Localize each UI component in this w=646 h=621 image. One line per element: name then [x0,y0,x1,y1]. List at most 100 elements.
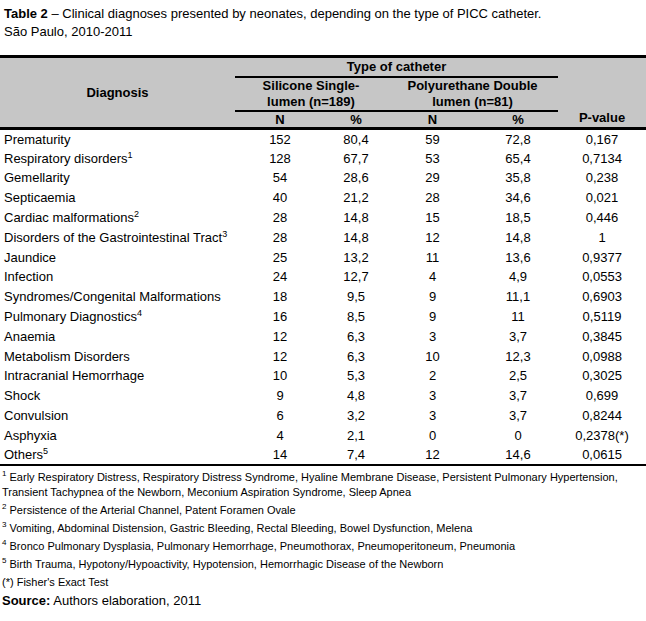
n-silicone-cell: 9 [235,386,325,406]
pct-silicone-cell: 4,8 [325,386,387,406]
n-polyurethane-cell: 3 [387,406,478,426]
n-polyurethane-cell: 12 [387,445,478,465]
n-silicone-cell: 4 [235,425,325,445]
p-value-cell: 0,0615 [558,445,646,465]
diagnosis-cell: Septicaemia [0,188,235,208]
table-row: Metabolism Disorders126,31012,30,0988 [0,346,646,366]
pct-silicone-cell: 14,8 [325,208,387,228]
table-row: Convulsion63,233,70,8244 [0,406,646,426]
n-silicone-cell: 24 [235,267,325,287]
p-value-cell: 0,9377 [558,247,646,267]
footnote: 4 Bronco Pulmonary Dysplasia, Pulmonary … [2,539,642,554]
n-polyurethane-cell: 28 [387,188,478,208]
p-value-cell: 0,699 [558,386,646,406]
table-row: Disorders of the Gastrointestinal Tract3… [0,227,646,247]
diagnosis-cell: Syndromes/Congenital Malformations [0,287,235,307]
diagnosis-cell: Jaundice [0,247,235,267]
pct-polyurethane-cell: 13,6 [478,247,558,267]
silicone-group-line1: Silicone Single- [235,78,387,94]
diagnosis-cell: Disorders of the Gastrointestinal Tract3 [0,227,235,247]
col-header-polyurethane-group: Polyurethane Double lumen (n=81) [387,77,558,111]
polyurethane-group-line1: Polyurethane Double [387,78,558,94]
pct-polyurethane-cell: 65,4 [478,148,558,168]
pct-silicone-cell: 80,4 [325,129,387,149]
n-polyurethane-cell: 0 [387,425,478,445]
table-row: Septicaemia4021,22834,60,021 [0,188,646,208]
diagnosis-cell: Intracranial Hemorrhage [0,366,235,386]
table-row: Asphyxia42,1000,2378(*) [0,425,646,445]
n-polyurethane-cell: 9 [387,287,478,307]
n-silicone-cell: 16 [235,307,325,327]
footnote: 1 Early Respiratory Distress, Respirator… [2,470,642,500]
n-polyurethane-cell: 3 [387,326,478,346]
pct-polyurethane-cell: 14,8 [478,227,558,247]
pct-silicone-cell: 6,3 [325,326,387,346]
footnote: 3 Vomiting, Abdominal Distension, Gastri… [2,521,642,536]
p-value-cell: 0,7134 [558,148,646,168]
diagnosis-cell: Convulsion [0,406,235,426]
source-text: Authors elaboration, 2011 [53,593,201,608]
pct-silicone-cell: 3,2 [325,406,387,426]
table-caption-line2: São Paulo, 2010-2011 [4,23,642,41]
pct-silicone-cell: 21,2 [325,188,387,208]
p-value-cell: 0,021 [558,188,646,208]
n-silicone-cell: 14 [235,445,325,465]
pct-polyurethane-cell: 11,1 [478,287,558,307]
n-silicone-cell: 28 [235,227,325,247]
table-row: Cardiac malformations22814,81518,50,446 [0,208,646,228]
diagnosis-cell: Cardiac malformations2 [0,208,235,228]
p-value-cell: 0,238 [558,168,646,188]
n-polyurethane-cell: 10 [387,346,478,366]
table-row: Pulmonary Diagnostics4168,59110,5119 [0,307,646,327]
table-caption-label: Table 2 [4,6,48,21]
table-row: Others5147,41214,60,0615 [0,445,646,465]
footnote: 2 Persistence of the Arterial Channel, P… [2,503,642,518]
table-caption-text: – Clinical diagnoses presented by neonat… [51,6,541,21]
pct-polyurethane-cell: 11 [478,307,558,327]
p-value-cell: 0,5119 [558,307,646,327]
pct-silicone-cell: 2,1 [325,425,387,445]
n-silicone-cell: 28 [235,208,325,228]
col-header-diagnosis: Diagnosis [0,57,235,129]
table-row: Gemellarity5428,62935,80,238 [0,168,646,188]
diagnosis-cell: Asphyxia [0,425,235,445]
pct-polyurethane-cell: 3,7 [478,326,558,346]
table-row: Jaundice2513,21113,60,9377 [0,247,646,267]
pct-polyurethane-cell: 12,3 [478,346,558,366]
diagnosis-cell: Anaemia [0,326,235,346]
pct-silicone-cell: 6,3 [325,346,387,366]
diagnosis-cell: Shock [0,386,235,406]
p-value-cell: 0,3025 [558,366,646,386]
pct-polyurethane-cell: 3,7 [478,406,558,426]
col-header-n-silicone: N [235,111,325,129]
n-silicone-cell: 54 [235,168,325,188]
n-polyurethane-cell: 12 [387,227,478,247]
n-silicone-cell: 10 [235,366,325,386]
polyurethane-group-line2: lumen (n=81) [387,94,558,110]
table-caption: Table 2 – Clinical diagnoses presented b… [4,5,642,41]
silicone-group-line2: lumen (n=189) [235,94,387,110]
table-row: Infection2412,744,90,0553 [0,267,646,287]
table-row: Anaemia126,333,70,3845 [0,326,646,346]
p-value-cell: 0,167 [558,129,646,149]
p-value-cell: 0,0553 [558,267,646,287]
pct-silicone-cell: 9,5 [325,287,387,307]
table-header: Diagnosis Type of catheter P-value Silic… [0,57,646,129]
footnote: 5 Birth Trauma, Hypotony/Hypoactivity, H… [2,557,642,572]
diagnosis-cell: Others5 [0,445,235,465]
page: Table 2 – Clinical diagnoses presented b… [0,5,646,609]
table-row: Shock94,833,70,699 [0,386,646,406]
pct-polyurethane-cell: 72,8 [478,129,558,149]
col-header-p-value: P-value [558,57,646,129]
p-value-cell: 0,446 [558,208,646,228]
n-silicone-cell: 152 [235,129,325,149]
n-silicone-cell: 25 [235,247,325,267]
p-value-cell: 0,8244 [558,406,646,426]
source-label: Source: [2,593,50,608]
n-polyurethane-cell: 29 [387,168,478,188]
n-polyurethane-cell: 9 [387,307,478,327]
pct-polyurethane-cell: 3,7 [478,386,558,406]
table-row: Prematurity15280,45972,80,167 [0,129,646,149]
pct-polyurethane-cell: 35,8 [478,168,558,188]
col-header-type-of-catheter: Type of catheter [235,57,558,77]
